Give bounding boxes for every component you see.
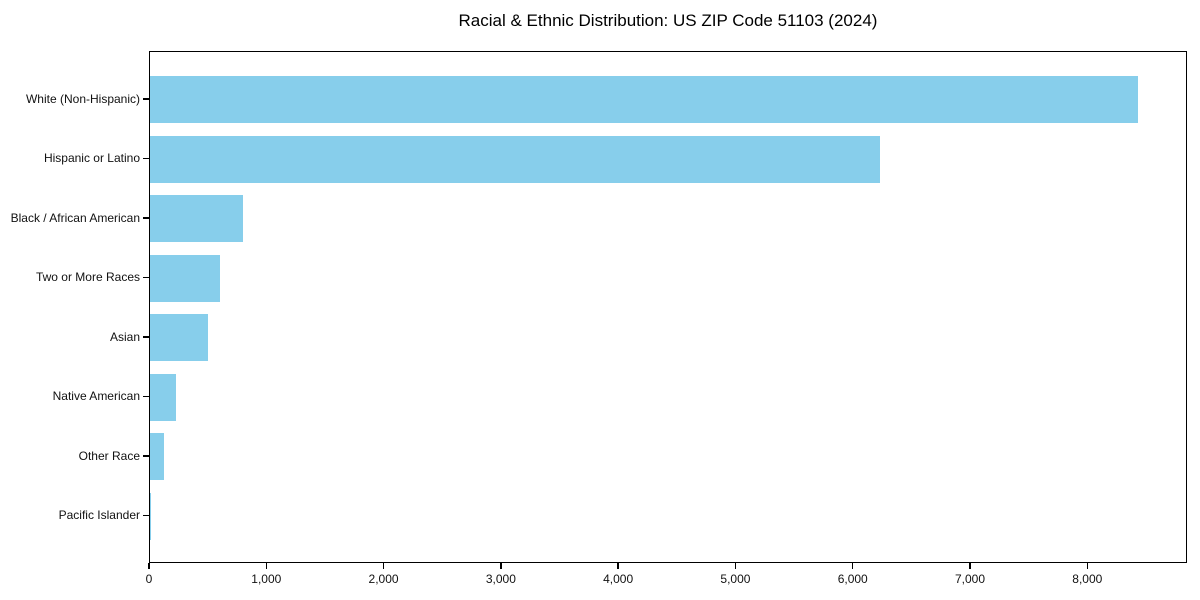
bar-pacific-islander (150, 492, 152, 540)
y-tick-label-asian: Asian (109, 329, 140, 344)
y-tick-label-other-race: Other Race (78, 448, 140, 463)
y-tick-mark (143, 395, 149, 397)
chart-title: Racial & Ethnic Distribution: US ZIP Cod… (458, 11, 878, 30)
y-tick-label-pacific-islander: Pacific Islander (58, 508, 140, 523)
bar-two-or-more-races (150, 254, 221, 302)
y-tick-mark (143, 217, 149, 219)
x-tick-label-6000: 6,000 (837, 572, 868, 586)
x-tick-label-8000: 8,000 (1072, 572, 1103, 586)
bar-native-american (150, 373, 176, 421)
x-tick-mark (1086, 563, 1089, 569)
bar-white-non-hispanic (150, 76, 1139, 124)
bar-black-african-american (150, 195, 244, 243)
x-tick-mark (851, 563, 854, 569)
y-tick-mark (143, 514, 149, 516)
x-tick-label-3000: 3,000 (485, 572, 516, 586)
x-tick-mark (969, 563, 971, 569)
y-tick-label-white-non-hispanic: White (Non-Hispanic) (25, 91, 140, 106)
bar-other-race (150, 433, 165, 481)
y-tick-mark (143, 455, 149, 457)
x-tick-mark (500, 563, 502, 569)
y-tick-label-two-or-more-races: Two or More Races (35, 270, 140, 285)
x-tick-mark (617, 563, 619, 569)
y-tick-label-black-african-american: Black / African American (10, 210, 140, 225)
y-tick-mark (143, 157, 149, 159)
y-tick-label-native-american: Native American (52, 389, 140, 404)
x-tick-label-4000: 4,000 (603, 572, 634, 586)
x-tick-mark (382, 563, 385, 569)
y-tick-mark (143, 276, 149, 278)
bar-asian (150, 314, 209, 362)
plot-area (149, 51, 1187, 563)
x-tick-label-7000: 7,000 (955, 572, 986, 586)
x-tick-mark (734, 563, 737, 569)
y-tick-mark (143, 98, 149, 100)
x-tick-mark (148, 563, 150, 569)
y-tick-label-hispanic-or-latino: Hispanic or Latino (43, 151, 140, 166)
y-tick-mark (143, 336, 149, 338)
x-tick-label-0: 0 (145, 572, 153, 586)
x-tick-label-5000: 5,000 (720, 572, 751, 586)
x-tick-mark (265, 563, 268, 569)
x-tick-label-2000: 2,000 (368, 572, 399, 586)
bar-hispanic-or-latino (150, 135, 881, 183)
x-tick-label-1000: 1,000 (251, 572, 282, 586)
